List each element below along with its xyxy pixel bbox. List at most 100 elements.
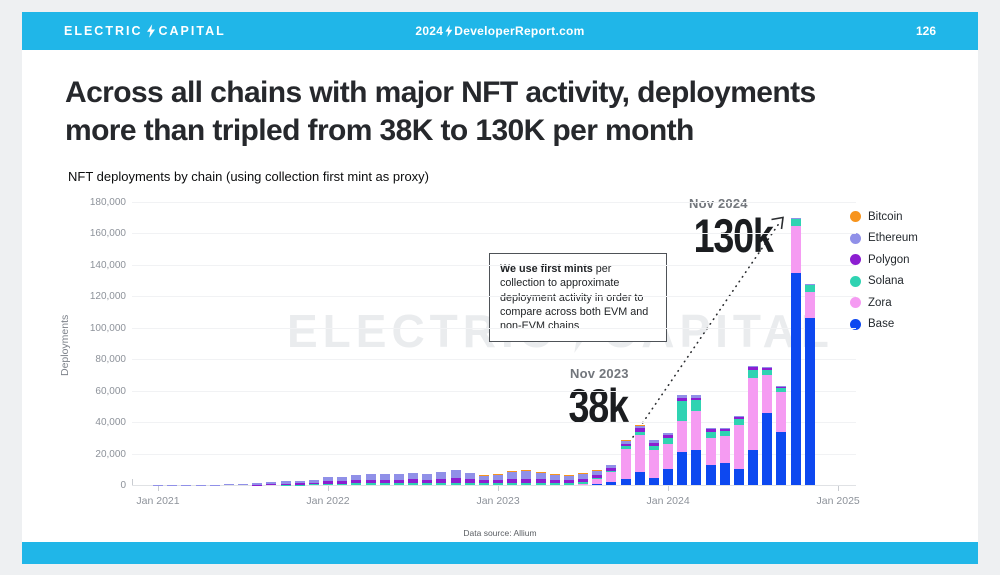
bar-segment-ethereum-dec-2022 [478,474,489,481]
bar-segment-solana-mar-2024 [691,400,702,412]
bar-segment-solana-sep-2024 [776,387,787,393]
bar-segment-bitcoin-may-2023 [549,473,560,475]
bar-segment-polygon-aug-2024 [762,367,773,371]
bar-segment-solana-may-2024 [719,430,730,437]
bar-segment-ethereum-oct-2022 [450,470,461,479]
methodology-note: We use first mints per collection to app… [489,253,667,343]
bar-segment-polygon-apr-2023 [535,479,546,484]
bar-segment-polygon-oct-2021 [280,483,291,485]
bar-segment-ethereum-jan-2023 [493,474,504,481]
x-tick-mark [498,486,500,491]
bar-segment-solana-sep-2023 [606,470,617,473]
bar-segment-ethereum-nov-2022 [464,473,475,480]
legend-swatch-zora [850,297,861,309]
bar-segment-solana-nov-2023 [634,431,645,435]
bar-segment-solana-jan-2022 [323,483,334,485]
gridline-40000 [132,422,856,424]
bar-segment-ethereum-mar-2023 [521,471,532,479]
bar-segment-base-jul-2024 [748,450,759,485]
page-number: 126 [915,24,936,38]
bar-segment-ethereum-apr-2024 [705,428,716,430]
bar-segment-base-jun-2024 [733,469,744,485]
bar-segment-polygon-oct-2024 [790,218,801,220]
chart-legend: Bitcoin Ethereum Polygon Solana Zora Base [850,206,918,335]
bar-segment-ethereum-dec-2021 [308,480,319,484]
report-url: 2024 DeveloperReport.com [415,24,584,38]
bar-segment-polygon-may-2024 [719,429,730,431]
bar-segment-bitcoin-mar-2023 [521,469,532,471]
legend-item-polygon: Polygon [850,249,918,271]
bar-segment-solana-oct-2023 [620,446,631,449]
y-tick-label: 40,000 [95,417,126,429]
legend-label: Base [868,318,895,331]
y-axis-stub [132,479,133,485]
bar-segment-ethereum-apr-2023 [535,472,546,480]
legend-swatch-bitcoin [850,211,861,223]
note-bold-text: We use first mints [500,263,593,275]
bar-segment-solana-dec-2022 [478,483,489,485]
bar-segment-zora-oct-2024 [790,225,801,273]
legend-label: Ethereum [868,232,918,245]
bar-segment-solana-jan-2023 [493,483,504,485]
bar-segment-polygon-feb-2023 [507,479,518,484]
legend-item-bitcoin: Bitcoin [850,206,918,228]
gridline-100000 [132,327,856,329]
legend-swatch-base [850,318,861,330]
bar-segment-polygon-aug-2022 [422,479,433,484]
x-tick-label: Jan 2022 [306,495,350,507]
bar-segment-base-jan-2024 [663,469,674,485]
bar-segment-ethereum-feb-2023 [507,472,518,480]
bar-segment-polygon-mar-2022 [351,480,362,484]
bar-segment-polygon-nov-2023 [634,428,645,432]
brand-right-text: CAPITAL [158,24,226,38]
legend-item-ethereum: Ethereum [850,228,918,250]
bar-segment-base-dec-2023 [648,477,659,485]
bar-segment-zora-apr-2024 [705,437,716,465]
bar-segment-base-oct-2024 [790,272,801,485]
footer-bar [22,542,978,564]
bar-segment-base-aug-2024 [762,412,773,485]
bar-segment-base-mar-2024 [691,450,702,485]
bar-segment-polygon-jun-2023 [563,480,574,484]
bar-segment-polygon-feb-2022 [337,480,348,484]
bar-segment-polygon-apr-2024 [705,429,716,432]
bar-segment-ethereum-jun-2022 [393,473,404,480]
bar-segment-bitcoin-jun-2023 [563,474,574,476]
bar-segment-solana-aug-2024 [762,370,773,375]
header-bar: ELECTRIC CAPITAL 2024 DeveloperReport.co… [22,12,978,50]
y-tick-label: 80,000 [95,354,126,366]
bar-segment-zora-sep-2023 [606,472,617,482]
bar-segment-ethereum-aug-2022 [422,473,433,480]
bar-segment-polygon-jun-2024 [733,416,744,419]
legend-label: Polygon [868,253,910,266]
bar-segment-polygon-dec-2021 [308,483,319,485]
bar-segment-ethereum-sep-2023 [606,464,617,468]
bar-segment-ethereum-jan-2022 [323,477,334,482]
report-domain: DeveloperReport.com [454,24,585,38]
bar-segment-ethereum-nov-2021 [294,480,305,484]
bar-segment-ethereum-jun-2024 [733,415,744,417]
bar-segment-ethereum-oct-2024 [790,217,801,219]
bar-segment-polygon-mar-2023 [521,478,532,483]
lightning-bolt-icon [146,24,155,38]
y-tick-label: 60,000 [95,385,126,397]
bar-segment-solana-jul-2023 [578,482,589,484]
bar-segment-ethereum-jul-2024 [748,365,759,368]
bar-segment-ethereum-jul-2021 [238,484,249,486]
bar-segment-zora-jan-2024 [663,444,674,470]
bar-segment-bitcoin-nov-2023 [634,425,645,427]
title-line-1: Across all chains with major NFT activit… [65,76,816,109]
bar-segment-polygon-dec-2022 [478,480,489,484]
annotation-2024-value: 130k [693,209,774,263]
bar-segment-solana-jan-2024 [663,437,674,445]
gridline-20000 [132,453,856,455]
bar-segment-ethereum-jan-2021 [153,484,163,486]
bar-segment-base-apr-2024 [705,464,716,485]
bar-segment-bitcoin-aug-2023 [592,469,603,471]
bar-segment-ethereum-sep-2024 [776,385,787,387]
bar-segment-ethereum-feb-2024 [677,395,688,398]
bar-segment-ethereum-oct-2021 [280,481,291,484]
slide-body: Across all chains with major NFT activit… [22,50,978,542]
bar-segment-ethereum-jan-2024 [663,433,674,435]
bar-segment-polygon-jan-2022 [323,481,334,484]
